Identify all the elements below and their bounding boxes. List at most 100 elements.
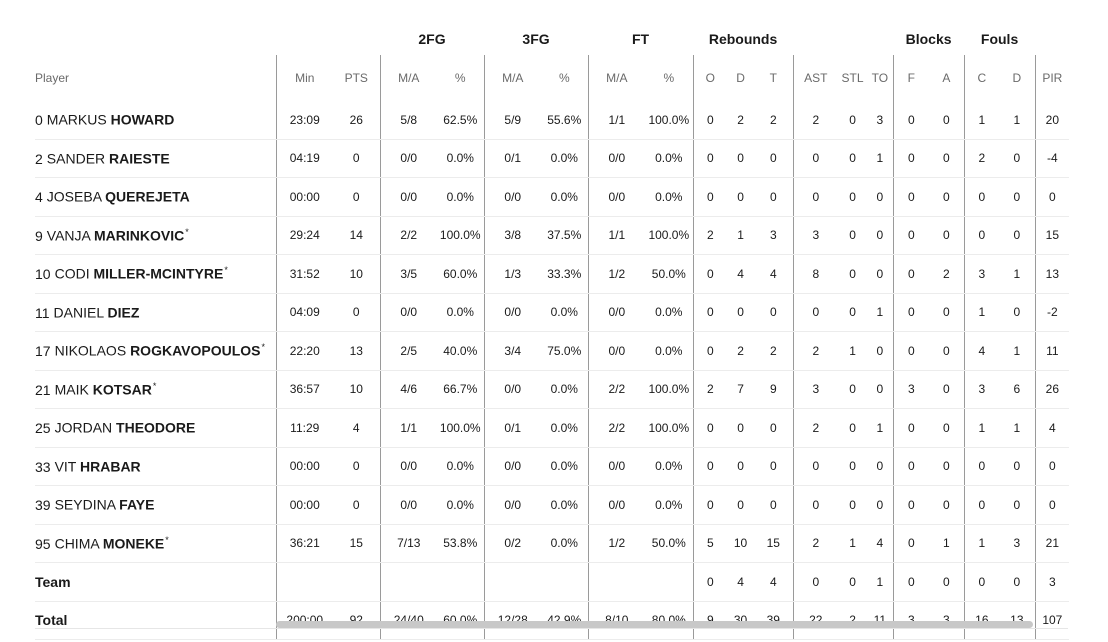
player-cell[interactable]: 33 VIT HRABAR	[35, 447, 276, 486]
player-row[interactable]: 11 DANIEL DIEZ 04:09 0 0/0 0.0% 0/0 0.0% 0/0 0.0%…	[35, 293, 1070, 332]
player-row[interactable]: 9 VANJA MARINKOVIC* 29:24 14 2/2 100.0% 3/8 37.…	[35, 216, 1070, 255]
player-first-name[interactable]: NIKOLAOS	[54, 343, 127, 360]
column-header-reb-d[interactable]: D	[736, 71, 745, 85]
player-row[interactable]: 2 SANDER RAIESTE 04:19 0 0/0 0.0% 0/1 0.0% 0/0 0.…	[35, 139, 1070, 178]
column-header-reb-t[interactable]: T	[769, 71, 777, 85]
foul-c-cell: 16	[963, 601, 1000, 640]
player-row[interactable]: 10 CODI MILLER-MCINTYRE* 31:52 10 3/5 60.0% 1/…	[35, 254, 1070, 294]
player-cell[interactable]: 17 NIKOLAOS ROGKAVOPOULOS*	[35, 331, 276, 371]
column-header-pir[interactable]: PIR	[1034, 55, 1070, 101]
group-header-blank-4	[1035, 22, 1069, 55]
player-cell[interactable]: 2 SANDER RAIESTE	[35, 139, 276, 178]
ft-ma-cell: 1/2	[587, 254, 646, 294]
player-last-name[interactable]: THEODORE	[116, 420, 196, 437]
player-first-name[interactable]: SEYDINA	[54, 497, 116, 514]
player-row[interactable]: 25 JORDAN THEODORE 11:29 4 1/1 100.0% 0/1 0.0% 2…	[35, 408, 1070, 448]
pir-cell: 13	[1034, 254, 1070, 294]
starter-marker: *	[152, 380, 157, 391]
ft-pct-cell: 100.0%	[645, 370, 694, 409]
foul-d-cell: 0	[999, 485, 1036, 525]
column-header-foul-d[interactable]: D	[1012, 71, 1022, 85]
player-row[interactable]: 21 MAIK KOTSAR* 36:57 10 4/6 66.7% 0/0 0.0% 2/2 1…	[35, 370, 1070, 409]
ft-ma-cell: 1/2	[587, 524, 646, 563]
fg3-ma-cell: 0/1	[483, 408, 542, 448]
player-row[interactable]: 4 JOSEBA QUEREJETA 00:00 0 0/0 0.0% 0/0 0.0% 0/0…	[35, 177, 1070, 217]
reb-t-cell: 15	[754, 524, 794, 563]
player-first-name[interactable]: MAIK	[54, 381, 89, 398]
player-first-name[interactable]: CODI	[54, 266, 90, 283]
player-last-name[interactable]: HRABAR	[80, 458, 141, 475]
fg2-pct-cell: 60.0%	[437, 254, 485, 294]
column-header-stl[interactable]: STL	[841, 71, 864, 85]
column-header-2fg-ma[interactable]: M/A	[379, 55, 437, 101]
player-last-name[interactable]: QUEREJETA	[105, 189, 190, 206]
player-first-name[interactable]: VANJA	[46, 227, 91, 244]
fg3-pct-cell: 55.6%	[541, 101, 589, 140]
column-header-ft-ma[interactable]: M/A	[587, 55, 646, 101]
player-last-name[interactable]: RAIESTE	[109, 150, 170, 167]
player-first-name[interactable]: VIT	[54, 458, 77, 475]
player-last-name[interactable]: MILLER-MCINTYRE	[93, 266, 224, 283]
pts-cell: 14	[333, 216, 380, 255]
player-last-name[interactable]: MONEKE	[102, 535, 165, 552]
column-header-3fg-pct[interactable]: %	[558, 71, 570, 85]
player-first-name[interactable]: JORDAN	[54, 420, 113, 437]
column-header-ft-pct[interactable]: %	[663, 71, 675, 85]
player-cell[interactable]: 0 MARKUS HOWARD	[35, 101, 276, 140]
player-cell[interactable]: 25 JORDAN THEODORE	[35, 408, 276, 448]
player-row[interactable]: 39 SEYDINA FAYE 00:00 0 0/0 0.0% 0/0 0.0% 0/0 0.0…	[35, 485, 1070, 525]
column-header-blk-a[interactable]: A	[942, 71, 951, 85]
player-cell[interactable]: 95 CHIMA MONEKE*	[35, 524, 276, 563]
stl-cell: 0	[838, 408, 868, 448]
player-cell[interactable]: 21 MAIK KOTSAR*	[35, 370, 276, 409]
horizontal-scrollbar[interactable]	[276, 621, 1033, 628]
column-header-foul-c[interactable]: C	[963, 55, 1000, 101]
blk-a-cell: 0	[929, 216, 965, 255]
blk-f-cell: 0	[892, 293, 930, 332]
player-last-name[interactable]: DIEZ	[107, 304, 140, 321]
column-header-2fg-pct[interactable]: %	[454, 71, 466, 85]
reb-o-cell: 0	[692, 254, 728, 294]
column-header-ast[interactable]: AST	[792, 55, 839, 101]
ast-cell: 0	[792, 485, 839, 525]
player-first-name[interactable]: SANDER	[46, 150, 106, 167]
player-last-name[interactable]: HOWARD	[110, 112, 175, 129]
player-number: 11	[35, 304, 50, 321]
player-row[interactable]: 0 MARKUS HOWARD 23:09 26 5/8 62.5% 5/9 55.6% 1/1…	[35, 101, 1070, 140]
ast-cell: 22	[792, 601, 839, 640]
player-first-name[interactable]: JOSEBA	[46, 189, 102, 206]
player-last-name[interactable]: KOTSAR	[92, 381, 152, 398]
fg2-ma-cell: 0/0	[379, 177, 437, 217]
fg3-pct-cell: 0.0%	[541, 524, 589, 563]
player-cell[interactable]: 4 JOSEBA QUEREJETA	[35, 177, 276, 217]
player-row[interactable]: 33 VIT HRABAR 00:00 0 0/0 0.0% 0/0 0.0% 0/0 0.0% 0…	[35, 447, 1070, 486]
player-cell[interactable]: 9 VANJA MARINKOVIC*	[35, 216, 276, 255]
player-last-name[interactable]: ROGKAVOPOULOS	[130, 343, 261, 360]
reb-d-cell: 10	[727, 524, 755, 563]
column-header-reb-o[interactable]: O	[692, 55, 728, 101]
blk-a-cell: 0	[929, 447, 965, 486]
group-header-row: 2FG 3FG FT Rebounds Blocks Fouls	[35, 22, 1069, 55]
player-cell[interactable]: 10 CODI MILLER-MCINTYRE*	[35, 254, 276, 294]
column-header-pts[interactable]: PTS	[344, 71, 368, 85]
column-header-3fg-ma[interactable]: M/A	[483, 55, 542, 101]
column-header-blk-f[interactable]: F	[892, 55, 930, 101]
player-first-name[interactable]: CHIMA	[54, 535, 99, 552]
foul-d-cell: 3	[999, 524, 1036, 563]
column-header-min[interactable]: Min	[275, 55, 333, 101]
fg3-ma-cell	[483, 562, 542, 602]
column-header-to[interactable]: TO	[871, 71, 889, 85]
reb-t-cell: 0	[754, 177, 794, 217]
player-cell[interactable]: 11 DANIEL DIEZ	[35, 293, 276, 332]
player-row[interactable]: 17 NIKOLAOS ROGKAVOPOULOS* 22:20 13 2/5 40.0%…	[35, 331, 1070, 371]
player-first-name[interactable]: MARKUS	[46, 112, 107, 129]
ft-ma-cell: 2/2	[587, 370, 646, 409]
fg3-pct-cell	[541, 562, 589, 602]
player-row[interactable]: 95 CHIMA MONEKE* 36:21 15 7/13 53.8% 0/2 0.0% 1/…	[35, 524, 1070, 563]
player-cell[interactable]: 39 SEYDINA FAYE	[35, 485, 276, 525]
column-header-player[interactable]: Player	[35, 71, 70, 85]
player-last-name[interactable]: FAYE	[119, 497, 155, 514]
player-last-name[interactable]: MARINKOVIC	[94, 227, 185, 244]
boxscore-table: 2FG 3FG FT Rebounds Blocks Fouls Player …	[35, 22, 1070, 640]
player-first-name[interactable]: DANIEL	[53, 304, 104, 321]
